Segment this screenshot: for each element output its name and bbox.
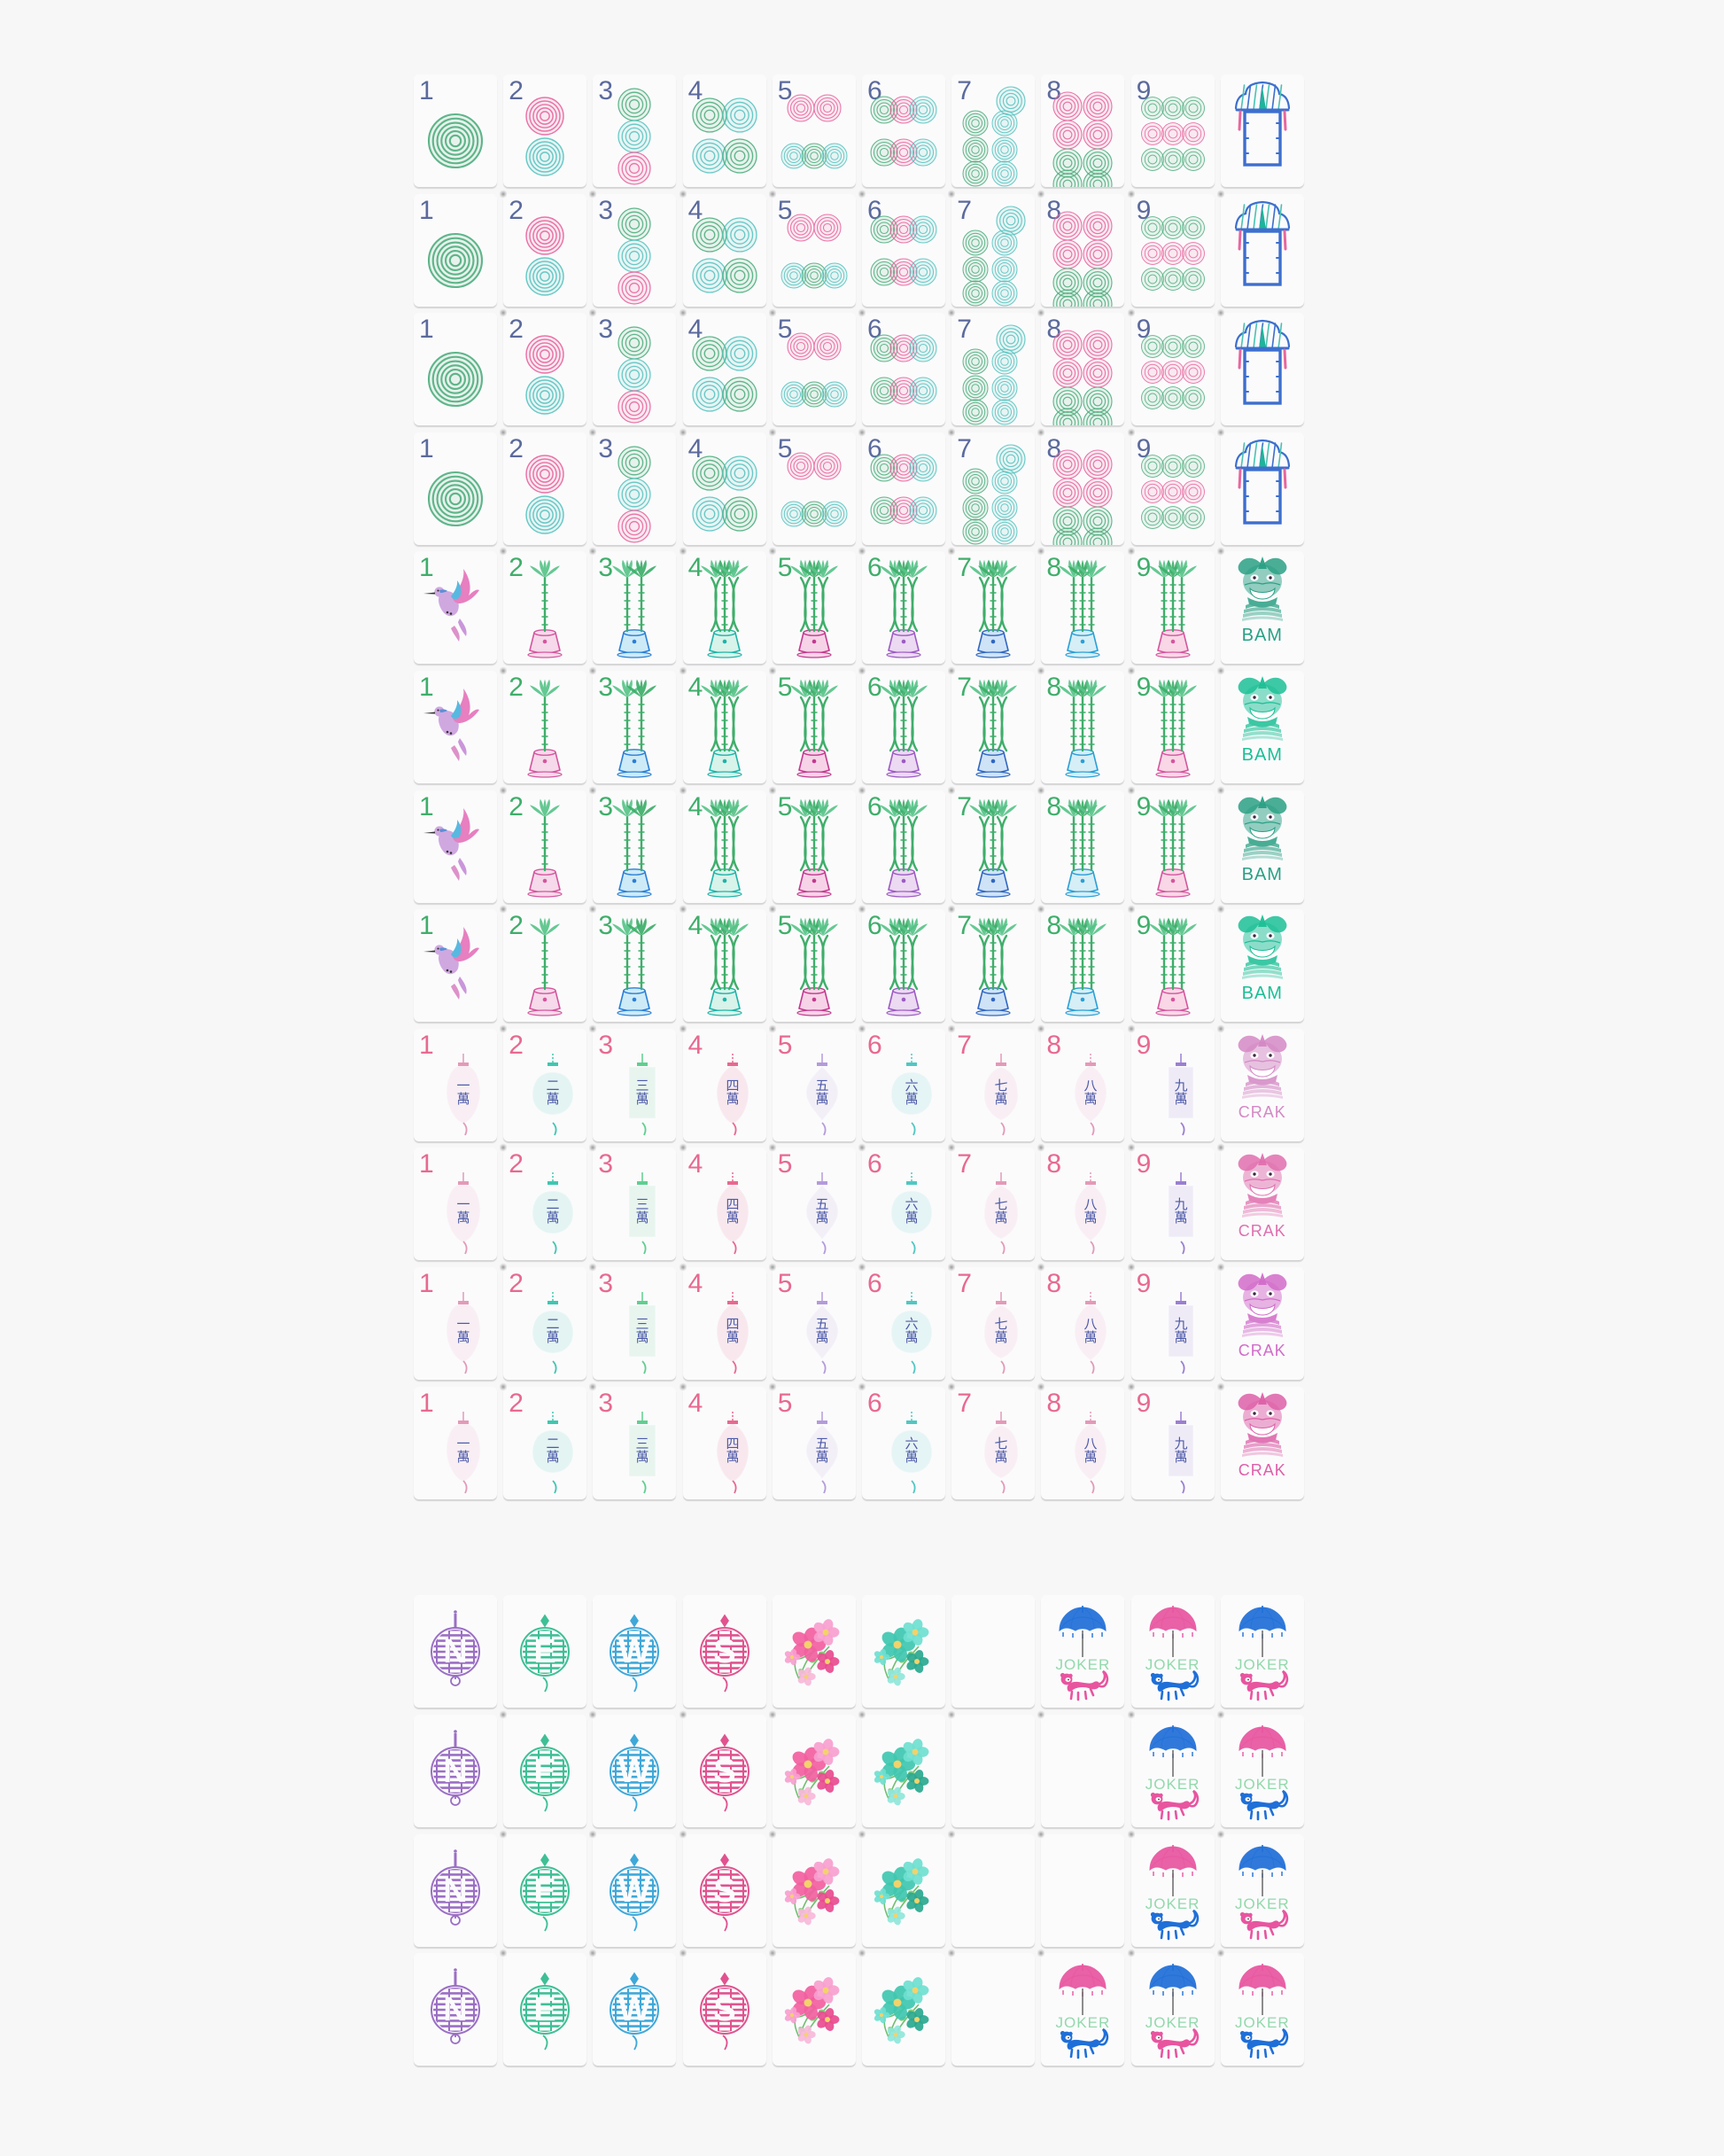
svg-text:四萬: 四萬 — [726, 1197, 739, 1226]
svg-text:三萬: 三萬 — [636, 1317, 649, 1345]
svg-text:五萬: 五萬 — [815, 1197, 828, 1226]
svg-text:一萬: 一萬 — [456, 1197, 470, 1226]
svg-text:二萬: 二萬 — [547, 1317, 560, 1345]
svg-text:二萬: 二萬 — [547, 1197, 560, 1226]
svg-text:九萬: 九萬 — [1174, 1436, 1187, 1465]
svg-text:五萬: 五萬 — [815, 1078, 828, 1107]
svg-text:一萬: 一萬 — [456, 1317, 470, 1345]
svg-text:七萬: 七萬 — [995, 1078, 1008, 1107]
svg-text:七萬: 七萬 — [995, 1436, 1008, 1465]
svg-text:六萬: 六萬 — [905, 1078, 918, 1107]
svg-text:四萬: 四萬 — [726, 1436, 739, 1465]
svg-text:七萬: 七萬 — [995, 1317, 1008, 1345]
svg-text:一萬: 一萬 — [456, 1078, 470, 1107]
svg-text:三萬: 三萬 — [636, 1436, 649, 1465]
svg-text:九萬: 九萬 — [1174, 1317, 1187, 1345]
svg-text:六萬: 六萬 — [905, 1317, 918, 1345]
svg-text:四萬: 四萬 — [726, 1317, 739, 1345]
svg-text:八萬: 八萬 — [1084, 1436, 1098, 1465]
svg-text:九萬: 九萬 — [1174, 1197, 1187, 1226]
svg-text:二萬: 二萬 — [547, 1078, 560, 1107]
svg-text:八萬: 八萬 — [1084, 1197, 1098, 1226]
svg-text:四萬: 四萬 — [726, 1078, 739, 1107]
svg-text:九萬: 九萬 — [1174, 1078, 1187, 1107]
svg-text:二萬: 二萬 — [547, 1436, 560, 1465]
svg-text:一萬: 一萬 — [456, 1436, 470, 1465]
svg-text:六萬: 六萬 — [905, 1436, 918, 1465]
svg-text:五萬: 五萬 — [815, 1436, 828, 1465]
svg-text:七萬: 七萬 — [995, 1197, 1008, 1226]
svg-text:八萬: 八萬 — [1084, 1078, 1098, 1107]
svg-text:三萬: 三萬 — [636, 1078, 649, 1107]
svg-text:五萬: 五萬 — [815, 1317, 828, 1345]
svg-text:八萬: 八萬 — [1084, 1317, 1098, 1345]
svg-text:六萬: 六萬 — [905, 1197, 918, 1226]
svg-text:三萬: 三萬 — [636, 1197, 649, 1226]
